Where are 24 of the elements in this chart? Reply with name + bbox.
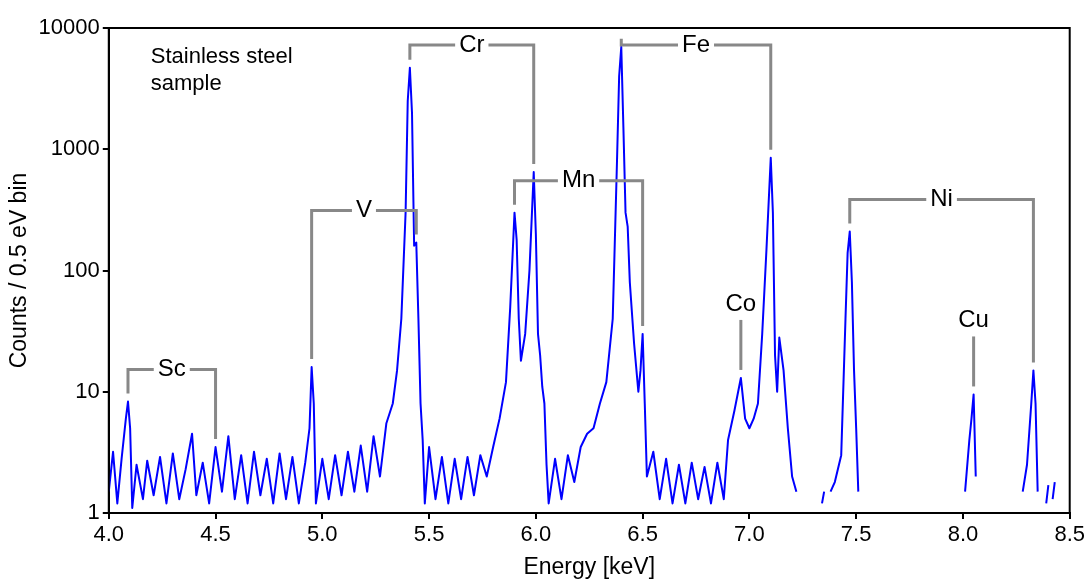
x-axis-title: Energy [keV] (523, 552, 656, 579)
annotation: Cu (958, 305, 989, 333)
annotation: Stainless steel sample (150, 42, 294, 96)
x-tick-label: 4.5 (200, 521, 231, 547)
x-tick-label: 6.0 (520, 521, 552, 547)
x-tick-label: 5.5 (413, 521, 445, 547)
x-tick-label: 7.0 (734, 521, 765, 547)
annotation: Cr (459, 29, 485, 57)
x-tick-label: 7.5 (840, 521, 872, 547)
y-tick-label: 100 (63, 256, 100, 282)
y-tick-label: 1000 (50, 135, 100, 161)
x-tick-label: 5.0 (307, 521, 338, 547)
annotation: Fe (682, 29, 711, 57)
annotation: V (355, 195, 372, 223)
x-tick-label: 8.5 (1054, 521, 1086, 547)
x-tick-label: 6.5 (627, 521, 658, 547)
annotation: Sc (157, 354, 186, 382)
y-tick-label: 10000 (38, 14, 100, 40)
y-axis-title: Counts / 0.5 eV bin (5, 172, 32, 369)
y-tick-label: 10 (75, 377, 100, 403)
x-tick-label: 8.0 (947, 521, 979, 547)
annotation: Ni (930, 184, 953, 212)
annotation: Co (725, 288, 757, 316)
annotation: Mn (561, 165, 596, 193)
